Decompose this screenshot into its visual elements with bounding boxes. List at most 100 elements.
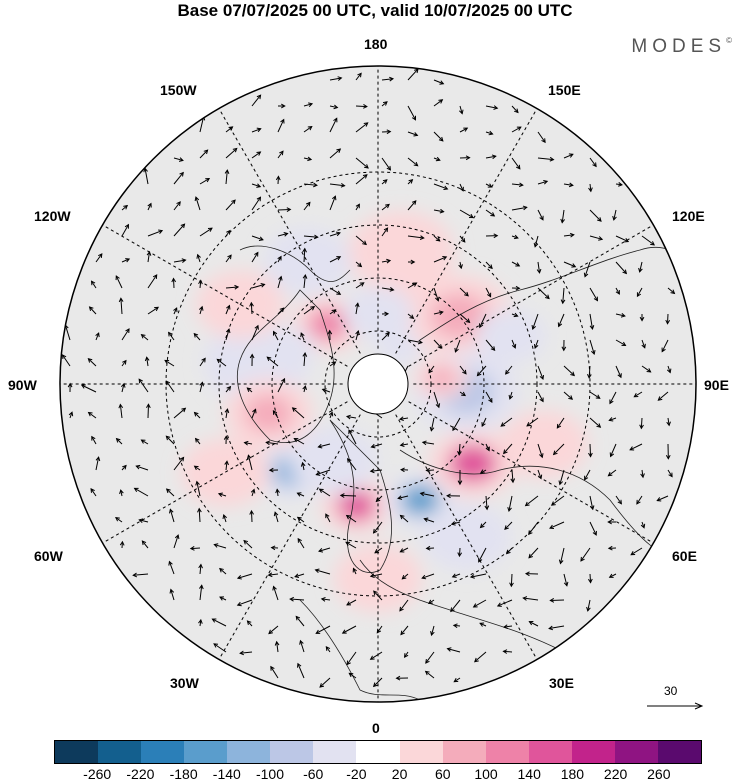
wind-arrow [195,480,201,497]
wind-arrow [211,618,227,627]
colorbar-tick-label: 140 [517,766,541,782]
wind-arrow [451,573,461,578]
wind-arrow [459,365,467,375]
wind-arrow [433,156,441,162]
wind-arrow [589,157,597,168]
wind-arrow [381,332,390,341]
wind-arrow [217,492,227,497]
wind-arrow [589,209,602,222]
wind-arrow [469,573,487,579]
wind-arrow [199,149,209,159]
wind-arrow [198,618,203,627]
wind-arrow [537,391,544,403]
wind-arrow [325,513,331,523]
wind-arrow [249,353,255,367]
wind-arrow [275,175,281,185]
wind-arrow [666,365,672,374]
wind-arrow [95,332,100,341]
wind-arrow [563,391,574,400]
wind-arrow [589,339,596,356]
wind-arrow [297,537,305,549]
wind-arrow [481,417,487,428]
wind-arrow [68,411,74,419]
wind-arrow [615,261,628,275]
wind-arrow [403,651,409,658]
wind-arrow [588,183,593,193]
wind-arrow [528,621,539,627]
anomaly-core [201,453,249,492]
wind-arrow [524,571,539,577]
wind-arrow [381,227,389,237]
wind-arrow [223,435,229,445]
wind-arrow [270,545,279,551]
wind-arrow [459,313,471,324]
wind-arrow [193,332,201,341]
wind-arrow [140,333,149,341]
wind-arrow [274,640,280,653]
wind-arrow [511,339,517,349]
lon-label-90e: 90E [704,377,729,393]
wind-arrow [667,469,673,478]
wind-arrow [399,547,409,553]
wind-arrow [249,301,254,315]
wind-arrow [318,547,331,553]
anomaly-field [180,210,589,613]
wind-arrow [560,209,565,224]
wind-arrow [345,414,357,420]
wind-arrow [425,651,435,664]
wind-arrow [589,391,601,399]
wind-arrow [381,179,388,185]
wind-arrow [267,572,279,578]
wind-arrow [485,105,499,110]
anomaly-core [227,340,285,385]
colorbar-swatch [485,741,529,763]
wind-arrow [88,306,97,315]
wind-arrow [300,332,305,341]
wind-arrow [511,205,528,211]
wind-arrow [115,275,123,289]
wind-arrow [563,365,575,377]
meridian-line [395,414,538,660]
meridian-line [218,414,361,660]
meridian-line [395,108,538,354]
wind-arrow [329,361,337,367]
wind-arrow [370,443,383,449]
wind-arrow [381,258,392,264]
wind-arrow [251,196,262,211]
wind-arrow [433,391,441,409]
wind-arrow [510,469,516,484]
wind-arrow [140,439,149,445]
wind-arrow [277,207,292,212]
wind-arrow [277,307,285,315]
brand-logo: MODES© [631,36,732,57]
wind-arrow [560,287,566,305]
wind-arrow [537,209,544,221]
wind-arrow [225,304,231,315]
wind-arrow [321,388,331,393]
wind-arrow [478,313,487,329]
wind-arrow [504,521,513,530]
wind-arrow [558,547,565,565]
anomaly-core [430,293,488,339]
latitude-circle [324,330,432,438]
wind-arrow [196,253,201,263]
wind-arrow [586,599,591,612]
wind-arrow [119,489,124,497]
wind-arrow [381,76,395,82]
wind-arrow [433,310,444,315]
lon-label-60w: 60W [34,548,63,564]
wind-arrow [630,547,643,556]
colorbar-tick-label: 100 [474,766,498,782]
wind-arrow [641,339,646,349]
wind-arrow [666,417,671,427]
wind-arrow [133,487,149,497]
wind-arrow [115,437,123,445]
wind-arrow [615,313,626,318]
wind-arrow [485,130,494,136]
wind-arrow [537,287,550,300]
wind-arrow [503,443,513,455]
wind-arrow [90,487,97,497]
wind-arrow [121,223,129,237]
wind-arrow [639,417,644,430]
wind-arrow [251,283,266,289]
